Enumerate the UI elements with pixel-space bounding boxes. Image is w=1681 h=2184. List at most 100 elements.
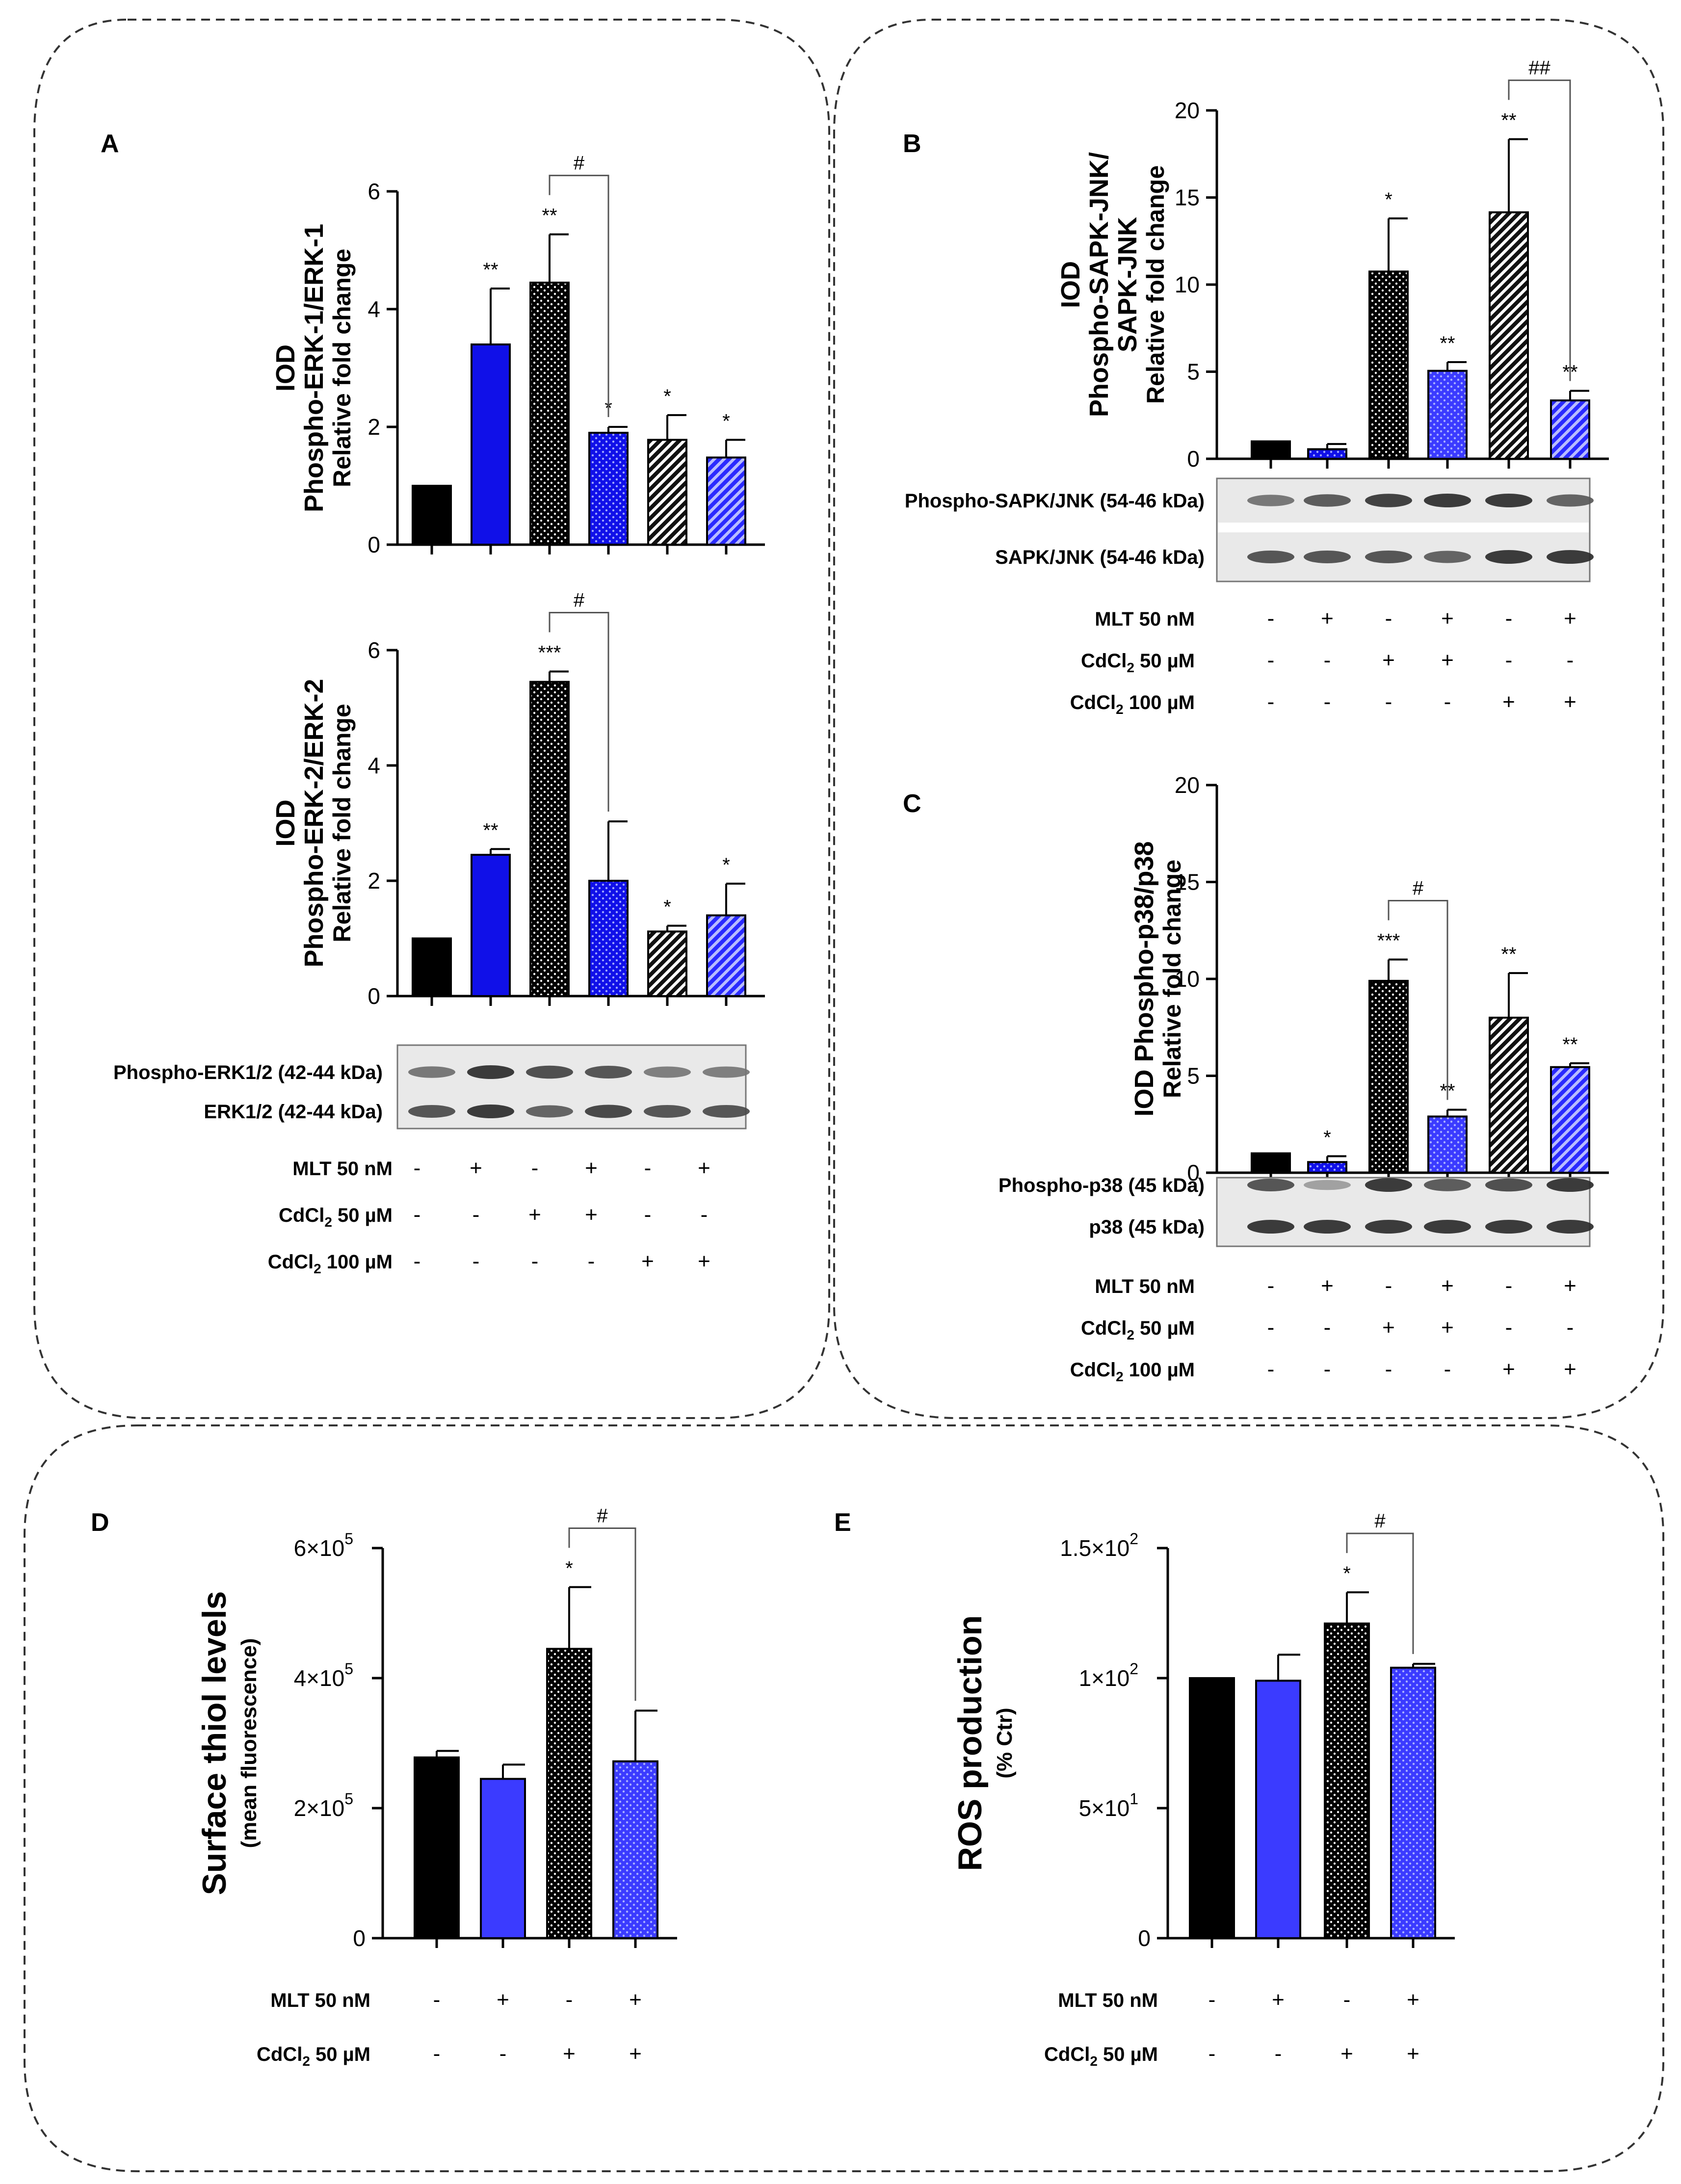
condition-sign: + bbox=[1272, 1988, 1285, 2012]
blot-band bbox=[1247, 1220, 1294, 1234]
blot-band bbox=[703, 1105, 750, 1118]
significance-star: ** bbox=[483, 259, 498, 281]
bracket-label: ## bbox=[1528, 57, 1550, 79]
condition-table-E: MLT 50 nM - + - + CdCl2 50 µM - - + + bbox=[1044, 1988, 1419, 2069]
condition-table-D: MLT 50 nM - + - + CdCl2 50 µM - - + + bbox=[257, 1988, 642, 2069]
chart-sapk-jnk: 05101520*******##IODPhospho-SAPK-JNK/SAP… bbox=[1056, 57, 1609, 472]
condition-sign: + bbox=[1441, 1316, 1454, 1340]
y-tick-label: 1.5×102 bbox=[1060, 1530, 1138, 1561]
condition-sign: + bbox=[585, 1203, 598, 1227]
y-tick-label: 4 bbox=[368, 753, 380, 778]
panel-letter-A: A bbox=[101, 130, 119, 158]
condition-label: CdCl2 50 µM bbox=[1081, 1317, 1195, 1342]
significance-bracket bbox=[1508, 79, 1571, 381]
significance-bracket bbox=[1346, 1532, 1414, 1654]
frame-A bbox=[33, 19, 830, 1419]
y-tick-label: 5 bbox=[1187, 1063, 1200, 1089]
bracket-label: # bbox=[574, 589, 585, 611]
condition-sign: + bbox=[1407, 1988, 1419, 2012]
condition-sign: - bbox=[1343, 1988, 1351, 2012]
blot-frame bbox=[396, 1044, 747, 1130]
condition-sign: - bbox=[1267, 690, 1275, 714]
blot-band bbox=[1424, 551, 1471, 563]
bar bbox=[529, 681, 570, 997]
significance-star: ** bbox=[1501, 110, 1516, 132]
blot-label: p38 (45 kDa) bbox=[1089, 1216, 1205, 1238]
condition-table-A: MLT 50 nM - + - + - +CdCl2 50 µM - - + + - -CdCl2 10… bbox=[268, 1156, 710, 1276]
condition-sign: - bbox=[414, 1249, 421, 1273]
significance-star: * bbox=[1343, 1563, 1351, 1584]
bracket-label: # bbox=[574, 153, 585, 174]
condition-sign: - bbox=[1505, 1274, 1513, 1298]
bar bbox=[588, 880, 629, 997]
y-tick-label: 15 bbox=[1175, 185, 1200, 211]
condition-table-B: MLT 50 nM - + - + - + CdCl2 50 µM - - + + - - CdCl2 10… bbox=[1070, 606, 1576, 717]
condition-label: CdCl2 50 µM bbox=[279, 1205, 393, 1230]
condition-sign: - bbox=[1385, 1357, 1392, 1381]
blot-band bbox=[585, 1066, 632, 1079]
western-blot-erk: Phospho-ERK1/2 (42-44 kDa) ERK1/2 (42-44 … bbox=[113, 1044, 750, 1130]
condition-sign: - bbox=[473, 1249, 480, 1273]
blot-band bbox=[1424, 494, 1471, 507]
blot-label: Phospho-SAPK/JNK (54-46 kDa) bbox=[905, 490, 1205, 512]
bar bbox=[647, 930, 687, 998]
y-tick-label: 1×102 bbox=[1079, 1660, 1138, 1691]
blot-band bbox=[1247, 1179, 1294, 1191]
blot-band bbox=[1365, 551, 1412, 563]
condition-sign: + bbox=[563, 2042, 576, 2066]
blot-band bbox=[644, 1105, 691, 1118]
condition-sign: - bbox=[1385, 1274, 1392, 1298]
panel-letter-D: D bbox=[91, 1508, 109, 1537]
bracket-label: # bbox=[1413, 878, 1424, 899]
blot-band bbox=[1485, 1220, 1532, 1234]
condition-sign: - bbox=[1324, 648, 1331, 672]
condition-sign: + bbox=[1564, 1274, 1576, 1298]
condition-label: CdCl2 100 µM bbox=[268, 1251, 393, 1276]
blot-band bbox=[1365, 494, 1412, 507]
y-axis-label: IOD Phospho-p38/p38Relative fold change bbox=[1129, 841, 1186, 1116]
condition-sign: + bbox=[629, 2042, 642, 2066]
blot-band bbox=[408, 1066, 455, 1078]
condition-label: CdCl2 50 µM bbox=[1044, 2044, 1158, 2069]
significance-star: ** bbox=[483, 819, 498, 841]
condition-sign: + bbox=[1382, 648, 1395, 672]
y-tick-label: 0 bbox=[368, 532, 380, 557]
condition-sign: - bbox=[433, 2042, 441, 2066]
condition-sign: + bbox=[1564, 1357, 1576, 1381]
bar bbox=[1255, 1680, 1301, 1940]
blot-band bbox=[526, 1105, 573, 1118]
condition-sign: + bbox=[1441, 606, 1454, 631]
bar bbox=[480, 1778, 526, 1939]
condition-sign: + bbox=[470, 1156, 482, 1180]
condition-sign: - bbox=[701, 1203, 708, 1227]
condition-sign: + bbox=[1321, 606, 1334, 631]
condition-sign: + bbox=[1564, 606, 1576, 631]
blot-band bbox=[1304, 1180, 1351, 1190]
chart-erk1: 0246*******#IODPhospho-ERK-1/ERK-1Relati… bbox=[271, 153, 765, 557]
y-tick-label: 5×101 bbox=[1079, 1790, 1138, 1821]
condition-sign: + bbox=[1441, 1274, 1454, 1298]
bar bbox=[414, 1756, 460, 1939]
condition-sign: + bbox=[1502, 1357, 1515, 1381]
condition-sign: - bbox=[1444, 1357, 1451, 1381]
condition-sign: - bbox=[1567, 1316, 1574, 1340]
y-tick-label: 6 bbox=[368, 179, 380, 204]
y-tick-label: 10 bbox=[1175, 272, 1200, 297]
chart-erk2: 0246*******#IODPhospho-ERK-2/ERK-2Relati… bbox=[271, 589, 765, 1009]
y-tick-label: 5 bbox=[1187, 359, 1200, 385]
condition-sign: + bbox=[1340, 2042, 1353, 2066]
y-axis-label: Surface thiol levels (mean fluorescence) bbox=[196, 1591, 261, 1895]
panel-letter-B: B bbox=[903, 130, 921, 158]
y-tick-label: 0 bbox=[1187, 446, 1200, 472]
y-tick-label: 0 bbox=[1138, 1925, 1151, 1951]
condition-sign: - bbox=[1324, 690, 1331, 714]
condition-sign: - bbox=[1267, 1274, 1275, 1298]
bar bbox=[412, 937, 452, 997]
blot-band bbox=[1485, 550, 1532, 564]
bar bbox=[612, 1760, 658, 1940]
blot-band bbox=[1304, 1220, 1351, 1234]
y-tick-label: 0 bbox=[1187, 1160, 1200, 1185]
condition-sign: - bbox=[1385, 690, 1392, 714]
significance-star: *** bbox=[538, 642, 561, 663]
